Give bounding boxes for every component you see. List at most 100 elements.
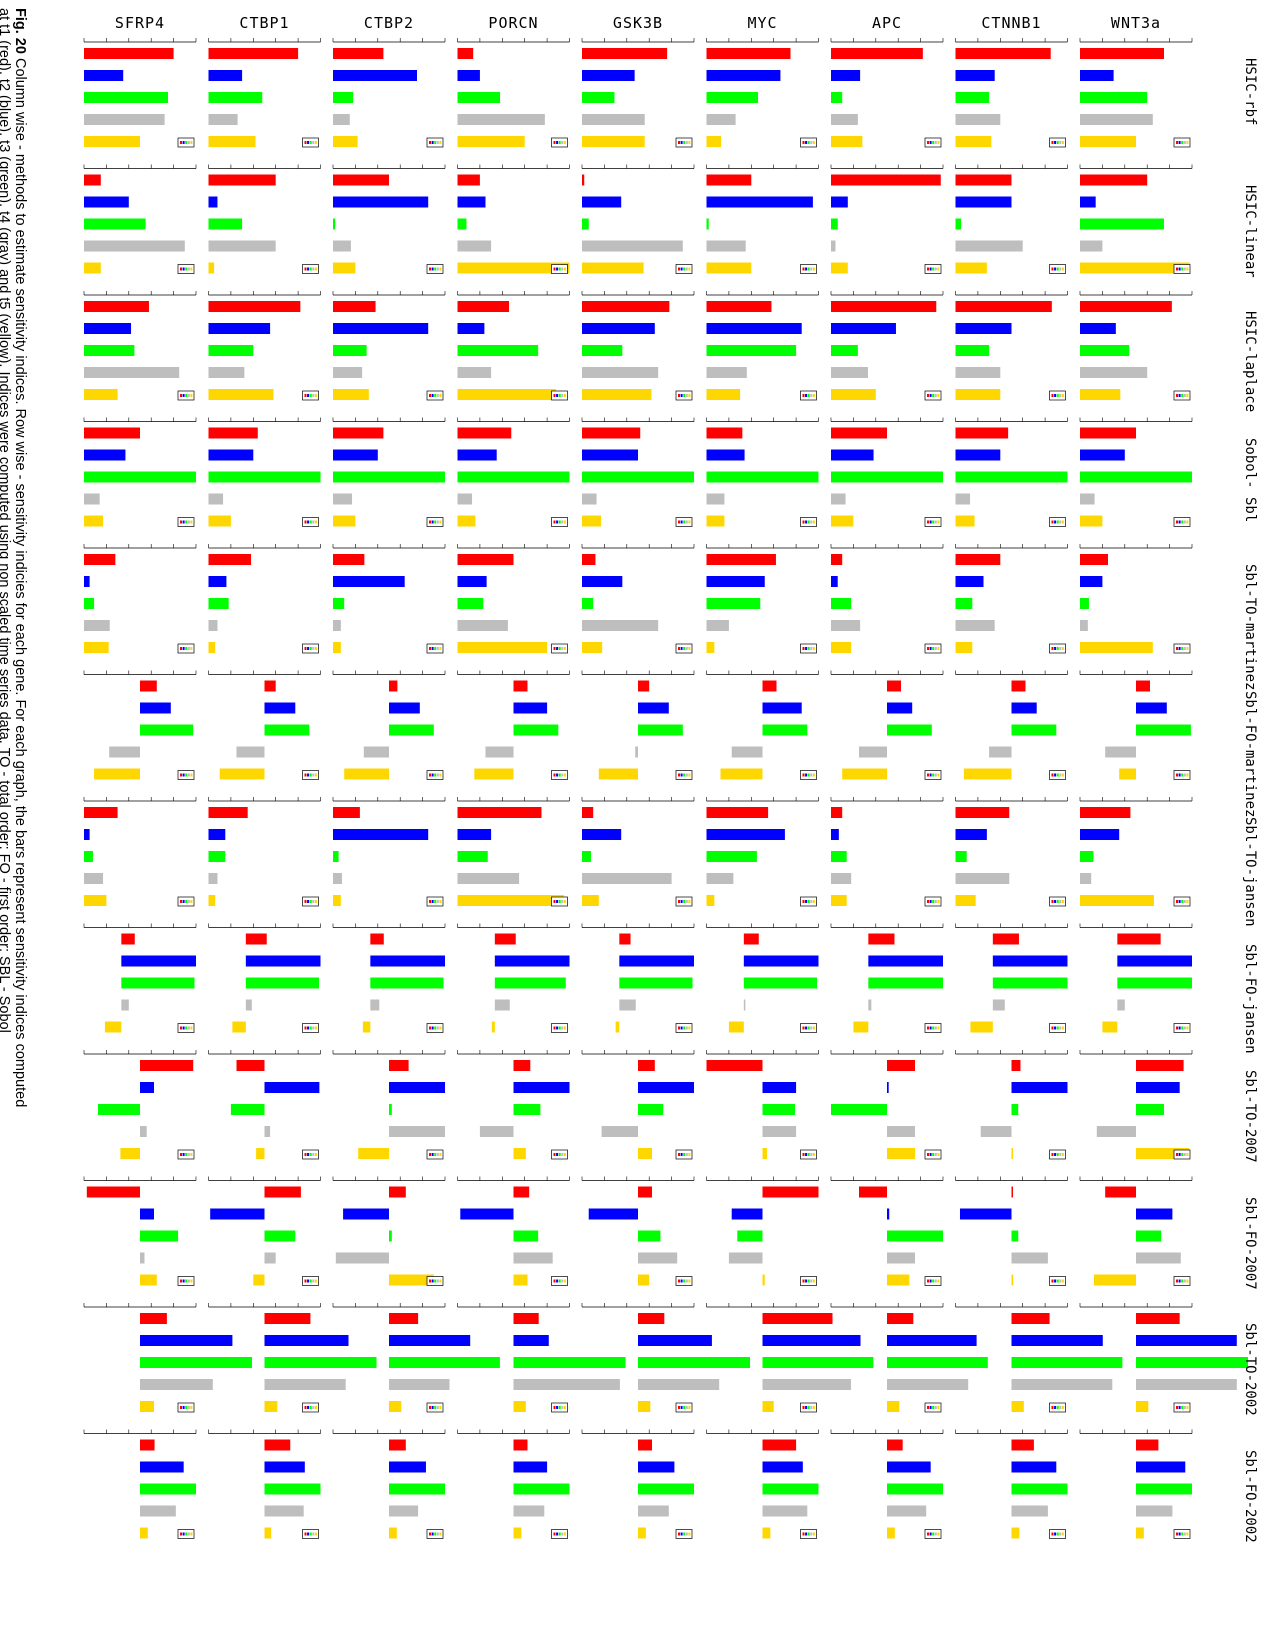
bar-t5: [955, 895, 976, 906]
legend-swatch-t4: [810, 394, 813, 397]
bar-t4: [706, 873, 734, 884]
gene-label: SFRP4: [114, 14, 166, 32]
legend-swatch-t5: [688, 1279, 691, 1283]
bar-t3: [457, 598, 484, 609]
figure-number: Fig. 20: [12, 8, 28, 54]
method-label: Sbl-FO-2007: [1242, 1196, 1258, 1290]
bar-t1: [706, 1060, 763, 1071]
legend-swatch-t4: [810, 267, 813, 271]
bar-t3: [457, 345, 539, 356]
bar-t4: [1080, 493, 1095, 505]
legend-swatch-t1: [1176, 1026, 1178, 1030]
legend-swatch-t3: [683, 267, 686, 271]
bar-t2: [1136, 1335, 1237, 1346]
bar-t2: [457, 70, 480, 81]
legend-swatch-t4: [1059, 1153, 1062, 1156]
legend-swatch-t4: [436, 520, 439, 524]
bar-t3: [955, 345, 990, 356]
legend-swatch-t1: [678, 267, 680, 271]
legend-swatch-t2: [680, 1026, 683, 1030]
bar-t4: [494, 999, 510, 1011]
bar-t3: [1136, 1357, 1248, 1368]
bar-t1: [638, 1060, 655, 1071]
bar-t1: [264, 680, 276, 692]
bar-t4: [831, 367, 868, 378]
bar-t5: [831, 642, 852, 653]
legend-swatch-t5: [190, 267, 193, 271]
legend-swatch-t5: [937, 520, 940, 524]
bar-t1: [831, 48, 923, 59]
legend-swatch-t2: [680, 267, 683, 271]
bar-t1: [1080, 48, 1164, 59]
legend-swatch-t2: [1054, 900, 1057, 903]
legend-swatch-t1: [553, 141, 556, 144]
legend-swatch-t2: [929, 267, 932, 271]
legend-swatch-t4: [1183, 1532, 1186, 1536]
legend-swatch-t2: [431, 394, 434, 397]
legend-swatch-t1: [927, 1153, 929, 1156]
gene-label: CTNNB1: [981, 14, 1042, 32]
legend-swatch-t4: [436, 773, 439, 777]
legend-swatch-t5: [439, 1532, 442, 1536]
bar-t4: [638, 1379, 720, 1390]
legend-swatch-t5: [688, 141, 691, 144]
legend-swatch-t1: [802, 141, 805, 144]
bar-t2: [638, 702, 669, 714]
legend-swatch-t5: [439, 773, 442, 777]
bar-t5: [762, 1148, 767, 1159]
bar-t4: [208, 493, 224, 505]
legend-swatch-t2: [805, 647, 808, 650]
bar-t3: [457, 92, 501, 103]
bar-t5: [582, 262, 644, 274]
legend-swatch-t4: [561, 1532, 564, 1536]
legend-swatch-t3: [683, 1532, 686, 1536]
legend-swatch-t5: [1186, 773, 1189, 777]
bar-t4: [731, 746, 763, 758]
bar-t1: [1117, 933, 1161, 945]
bar-t4: [762, 1126, 797, 1137]
bar-t2: [1080, 323, 1116, 334]
bar-t4: [236, 746, 265, 758]
legend-swatch-t4: [561, 1153, 564, 1156]
legend-swatch-t3: [932, 141, 935, 144]
bar-t2: [140, 1461, 184, 1473]
bar-t2: [333, 196, 429, 208]
bar-t3: [955, 471, 1068, 483]
bar-t2: [955, 196, 1012, 208]
bar-t5: [615, 1021, 620, 1033]
bar-t4: [638, 1505, 669, 1517]
bar-t5: [853, 1021, 869, 1033]
legend-swatch-t5: [1061, 1153, 1064, 1156]
legend-swatch-t2: [805, 1532, 808, 1536]
bar-t4: [1136, 1505, 1173, 1517]
bar-t4: [955, 240, 1023, 252]
bar-t5: [333, 389, 369, 400]
bar-t4: [831, 240, 836, 252]
legend-swatch-t3: [1181, 900, 1184, 903]
bar-t1: [582, 554, 596, 565]
bar-t5: [513, 1527, 522, 1539]
bar-t3: [762, 1357, 874, 1368]
legend-swatch-t1: [927, 267, 929, 271]
legend-swatch-t2: [556, 520, 559, 524]
legend-swatch-t4: [934, 520, 937, 524]
bar-t3: [955, 92, 990, 103]
legend-swatch-t1: [553, 1153, 556, 1156]
legend-swatch-t2: [307, 647, 310, 650]
bar-t3: [140, 724, 194, 736]
legend-swatch-t2: [929, 1026, 932, 1030]
bar-t1: [887, 1060, 915, 1071]
bar-t5: [582, 642, 603, 653]
bar-t5: [84, 895, 107, 906]
bar-t4: [955, 620, 995, 631]
bar-t2: [121, 955, 196, 967]
bar-t5: [598, 768, 638, 780]
legend-swatch-t2: [1178, 394, 1181, 397]
legend-swatch-t2: [307, 1406, 310, 1409]
bar-t5: [582, 389, 652, 400]
legend-swatch-t3: [932, 520, 935, 524]
bar-t1: [457, 554, 514, 565]
bar-t2: [84, 196, 129, 208]
legend-swatch-t1: [1051, 394, 1054, 397]
legend-swatch-t1: [1051, 900, 1054, 903]
